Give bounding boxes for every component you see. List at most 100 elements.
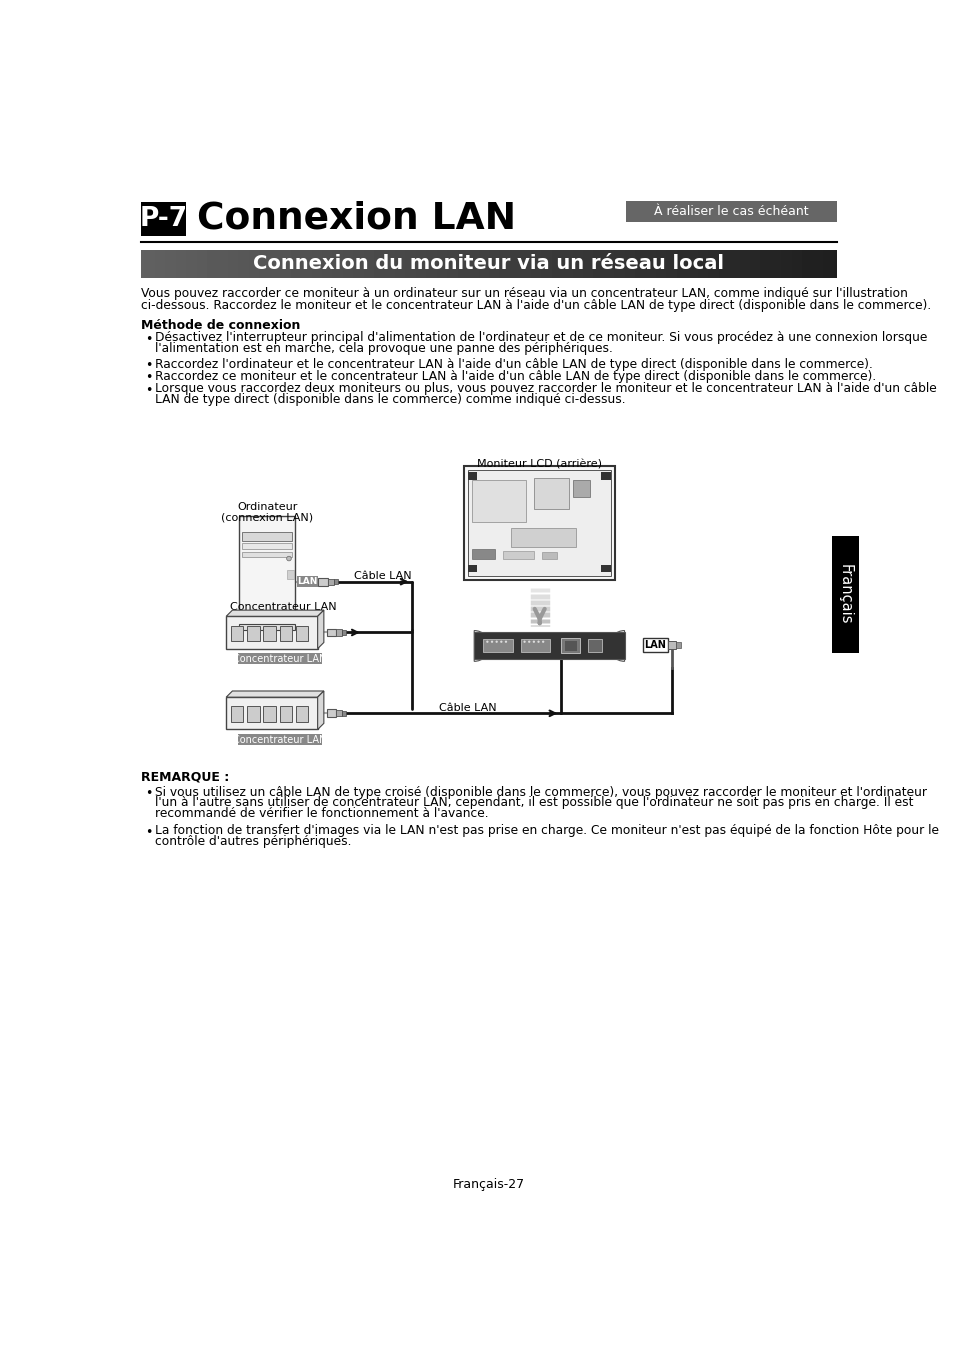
Bar [342, 710, 346, 716]
Bar [236, 630, 297, 634]
Circle shape [499, 640, 502, 643]
Bar [572, 481, 589, 497]
Text: •: • [145, 359, 152, 373]
Bar [342, 630, 346, 634]
Circle shape [495, 640, 497, 643]
Bar [464, 466, 615, 580]
Text: Concentrateur LAN: Concentrateur LAN [233, 734, 326, 744]
Bar [560, 637, 579, 653]
Bar [247, 625, 259, 641]
Bar [520, 639, 550, 652]
Bar [263, 625, 275, 641]
Text: Vous pouvez raccorder ce moniteur à un ordinateur sur un réseau via un concentra: Vous pouvez raccorder ce moniteur à un o… [141, 286, 907, 300]
Circle shape [486, 640, 488, 643]
Bar [600, 564, 610, 572]
Bar [667, 641, 675, 648]
Bar [242, 532, 292, 541]
Bar [287, 570, 294, 579]
Bar [587, 640, 601, 652]
Text: REMARQUE :: REMARQUE : [141, 771, 229, 783]
Bar [226, 697, 317, 729]
Bar [247, 706, 259, 722]
Bar [327, 629, 335, 636]
Circle shape [491, 640, 493, 643]
Bar [472, 549, 495, 559]
Wedge shape [608, 630, 624, 662]
Bar [335, 629, 342, 636]
Bar [625, 201, 836, 221]
Bar [263, 706, 275, 722]
Text: Connexion LAN: Connexion LAN [196, 201, 516, 238]
Text: •: • [145, 787, 152, 801]
Bar [295, 706, 308, 722]
Polygon shape [317, 610, 323, 648]
Bar [541, 552, 557, 559]
Bar [335, 710, 342, 717]
Polygon shape [226, 610, 323, 617]
Bar [510, 528, 576, 547]
Text: Si vous utilisez un câble LAN de type croisé (disponible dans le commerce), vous: Si vous utilisez un câble LAN de type cr… [154, 786, 926, 799]
Text: •: • [145, 371, 152, 385]
Bar [242, 552, 292, 558]
Bar [563, 640, 577, 651]
Circle shape [286, 556, 291, 560]
Bar [296, 576, 318, 587]
Bar [279, 706, 292, 722]
Text: •: • [145, 826, 152, 838]
Bar [318, 578, 328, 586]
Text: l'un à l'autre sans utiliser de concentrateur LAN, cependant, il est possible qu: l'un à l'autre sans utiliser de concentr… [154, 796, 912, 810]
Text: Désactivez l'interrupteur principal d'alimentation de l'ordinateur et de ce moni: Désactivez l'interrupteur principal d'al… [154, 331, 926, 344]
Bar [474, 632, 624, 659]
Bar [675, 641, 680, 648]
Text: Français-27: Français-27 [453, 1179, 524, 1191]
Bar [600, 472, 610, 481]
Text: Câble LAN: Câble LAN [438, 702, 497, 713]
Text: Câble LAN: Câble LAN [354, 571, 411, 580]
Bar [242, 543, 292, 549]
Wedge shape [474, 630, 489, 662]
Bar [237, 653, 321, 664]
Text: contrôle d'autres périphériques.: contrôle d'autres périphériques. [154, 836, 351, 848]
Bar [334, 579, 337, 585]
Text: LAN de type direct (disponible dans le commerce) comme indiqué ci-dessus.: LAN de type direct (disponible dans le c… [154, 393, 625, 406]
Text: Raccordez l'ordinateur et le concentrateur LAN à l'aide d'un câble LAN de type d: Raccordez l'ordinateur et le concentrate… [154, 358, 872, 371]
Text: Raccordez ce moniteur et le concentrateur LAN à l'aide d'un câble LAN de type di: Raccordez ce moniteur et le concentrateu… [154, 370, 875, 383]
Text: (connexion LAN): (connexion LAN) [221, 513, 313, 522]
Bar [328, 579, 334, 585]
Bar [468, 472, 476, 481]
Text: Méthode de connexion: Méthode de connexion [141, 319, 300, 332]
Text: ci-dessous. Raccordez le moniteur et le concentrateur LAN à l'aide d'un câble LA: ci-dessous. Raccordez le moniteur et le … [141, 300, 930, 312]
Bar [483, 639, 513, 652]
Text: l'alimentation est en marche, cela provoque une panne des périphériques.: l'alimentation est en marche, cela provo… [154, 342, 612, 355]
Text: Concentrateur LAN: Concentrateur LAN [233, 653, 326, 664]
Bar [534, 478, 568, 509]
Bar [474, 632, 624, 659]
Text: À réaliser le cas échéant: À réaliser le cas échéant [654, 205, 808, 217]
Bar [226, 617, 317, 648]
Bar [237, 734, 321, 745]
Bar [642, 637, 667, 652]
Text: LAN: LAN [644, 640, 666, 649]
Circle shape [532, 640, 535, 643]
Bar [468, 470, 611, 576]
Circle shape [541, 640, 544, 643]
Circle shape [528, 640, 530, 643]
Circle shape [504, 640, 507, 643]
Polygon shape [226, 691, 323, 697]
Text: Moniteur LCD (arrière): Moniteur LCD (arrière) [476, 460, 601, 470]
Bar [472, 481, 525, 522]
Bar [231, 706, 243, 722]
Polygon shape [317, 691, 323, 729]
Circle shape [523, 640, 525, 643]
Text: recommandé de vérifier le fonctionnement à l'avance.: recommandé de vérifier le fonctionnement… [154, 807, 488, 821]
Bar [141, 202, 186, 236]
Text: Français: Français [837, 564, 852, 625]
Bar [502, 551, 534, 559]
Bar [468, 564, 476, 572]
Text: •: • [145, 383, 152, 397]
Text: Concentrateur LAN: Concentrateur LAN [230, 602, 336, 613]
Text: P-7: P-7 [139, 207, 188, 232]
Text: Ordinateur: Ordinateur [237, 502, 297, 513]
Bar [295, 625, 308, 641]
Bar [327, 710, 335, 717]
